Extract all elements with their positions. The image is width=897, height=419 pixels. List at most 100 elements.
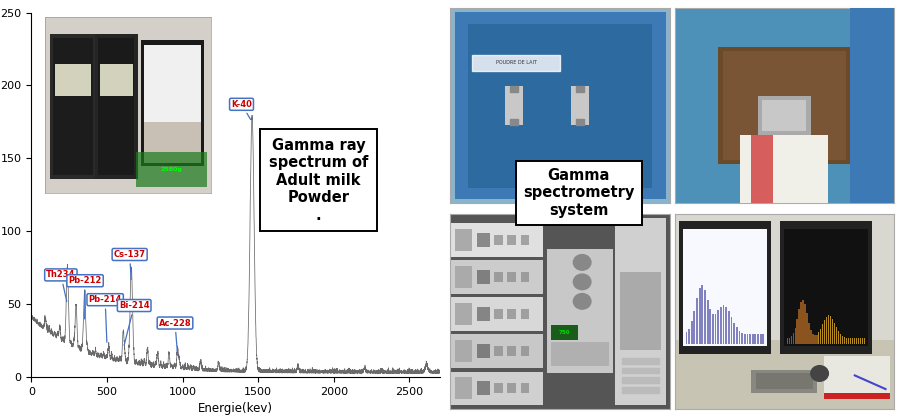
Text: Bi-214: Bi-214: [119, 301, 150, 345]
Bar: [450, 372, 543, 405]
Bar: [455, 229, 472, 251]
Bar: [450, 297, 543, 331]
Bar: [741, 333, 743, 344]
Bar: [622, 367, 659, 373]
Bar: [508, 383, 516, 393]
Bar: [754, 334, 756, 344]
Bar: [818, 332, 820, 344]
Bar: [576, 119, 584, 125]
Circle shape: [573, 274, 591, 290]
Text: Ac-228: Ac-228: [159, 318, 191, 355]
Bar: [450, 334, 543, 367]
Bar: [814, 335, 815, 344]
Bar: [760, 334, 762, 344]
Bar: [744, 334, 745, 344]
Bar: [615, 217, 666, 405]
Bar: [684, 229, 767, 346]
Bar: [757, 334, 759, 344]
Bar: [790, 336, 792, 344]
Text: Gamma ray
spectrum of
Adult milk
Powder
.: Gamma ray spectrum of Adult milk Powder …: [269, 138, 369, 222]
Circle shape: [811, 366, 829, 381]
Bar: [788, 338, 790, 344]
Bar: [494, 383, 503, 393]
Bar: [455, 378, 472, 399]
Bar: [718, 310, 719, 344]
Bar: [476, 381, 490, 395]
Bar: [505, 86, 523, 125]
Bar: [806, 313, 807, 344]
Bar: [552, 342, 608, 366]
Bar: [455, 303, 472, 325]
Bar: [824, 393, 890, 399]
Bar: [752, 334, 753, 344]
Bar: [758, 96, 811, 135]
Text: Gamma
spectrometry
system: Gamma spectrometry system: [523, 168, 634, 217]
Bar: [620, 272, 661, 350]
Bar: [622, 378, 659, 383]
Bar: [834, 323, 835, 344]
Bar: [795, 328, 796, 344]
Bar: [707, 300, 709, 344]
Bar: [520, 235, 529, 245]
Text: POUDRE DE LAIT: POUDRE DE LAIT: [496, 60, 536, 65]
Bar: [699, 288, 701, 344]
Bar: [144, 122, 201, 163]
Bar: [852, 339, 853, 344]
Bar: [752, 135, 773, 203]
Bar: [762, 334, 764, 344]
Bar: [675, 340, 894, 409]
Bar: [849, 338, 851, 344]
Bar: [862, 339, 863, 344]
Bar: [816, 334, 817, 344]
Bar: [520, 383, 529, 393]
Bar: [576, 86, 584, 92]
Bar: [749, 334, 751, 344]
Bar: [824, 320, 825, 344]
Bar: [508, 272, 516, 282]
Bar: [476, 233, 490, 247]
Bar: [571, 86, 588, 125]
Bar: [780, 222, 872, 354]
Text: 750: 750: [559, 330, 570, 335]
Bar: [144, 45, 201, 122]
Bar: [710, 309, 711, 344]
Bar: [854, 339, 855, 344]
Bar: [520, 272, 529, 282]
Bar: [726, 307, 727, 344]
Bar: [100, 64, 133, 96]
Text: K-40: K-40: [231, 100, 252, 119]
Bar: [476, 270, 490, 284]
Bar: [547, 249, 613, 373]
Bar: [803, 300, 804, 344]
Bar: [476, 307, 490, 321]
Bar: [858, 339, 859, 344]
Bar: [846, 338, 847, 344]
Bar: [494, 235, 503, 245]
Bar: [685, 332, 687, 344]
Bar: [455, 266, 472, 288]
Bar: [494, 309, 503, 319]
Bar: [696, 298, 698, 344]
Bar: [450, 261, 543, 294]
Bar: [838, 331, 840, 344]
Bar: [693, 310, 695, 344]
Bar: [842, 336, 843, 344]
Text: 2580g: 2580g: [160, 167, 182, 172]
Bar: [704, 290, 706, 344]
Bar: [468, 24, 652, 188]
Bar: [805, 304, 806, 344]
Bar: [832, 318, 833, 344]
Bar: [509, 86, 518, 92]
Bar: [762, 100, 806, 131]
Bar: [472, 55, 560, 71]
Bar: [810, 330, 812, 344]
Bar: [840, 334, 841, 344]
Bar: [55, 64, 91, 96]
Bar: [53, 38, 93, 175]
Bar: [622, 387, 659, 393]
Bar: [736, 327, 737, 344]
Bar: [808, 323, 810, 344]
Bar: [820, 328, 822, 344]
Bar: [756, 373, 813, 389]
Bar: [720, 307, 722, 344]
